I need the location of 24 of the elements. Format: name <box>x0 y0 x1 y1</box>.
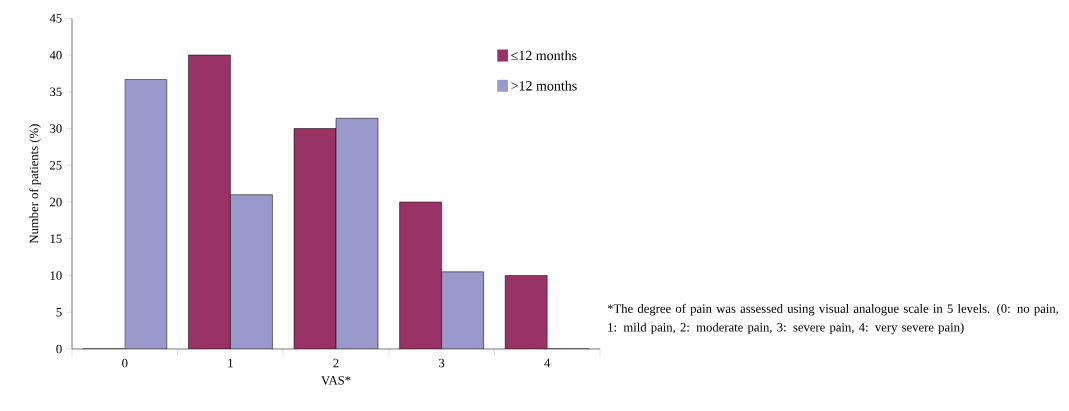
y-tick-label: 25 <box>50 161 62 170</box>
x-tick-label: 3 <box>439 358 445 368</box>
text: *The degree of pain was assessed using visual analogue scale in 5 levels. (0: no pain, 1: mild pain, 2: moderate pain, 3: severe pain, 4: very severe pain) <box>607 303 1059 335</box>
x-axis-title: VAS* <box>321 376 351 385</box>
bar <box>294 128 336 349</box>
y-tick-label: 30 <box>50 124 62 133</box>
y-tick-label: 15 <box>50 234 62 244</box>
x-tick-label: 4 <box>544 358 551 368</box>
y-axis-title: Number of patients (%) <box>29 124 41 244</box>
y-tick-label: 0 <box>56 344 62 354</box>
y-tick-label: 35 <box>50 87 62 97</box>
legend-label: >12 months <box>511 80 577 91</box>
y-tick-label: 5 <box>56 308 62 317</box>
x-tick-label: 0 <box>122 358 128 368</box>
bar <box>399 202 442 349</box>
bar <box>504 275 548 349</box>
x-tick-label: 1 <box>228 358 233 368</box>
y-tick-label: 10 <box>50 271 62 280</box>
legend-label: ≤12 months <box>511 50 577 61</box>
bar <box>188 55 231 349</box>
y-tick-label: 40 <box>49 50 62 60</box>
y-tick-label: 45 <box>49 14 62 23</box>
x-tick-label: 2 <box>333 358 339 368</box>
y-tick-label: 20 <box>50 197 62 207</box>
